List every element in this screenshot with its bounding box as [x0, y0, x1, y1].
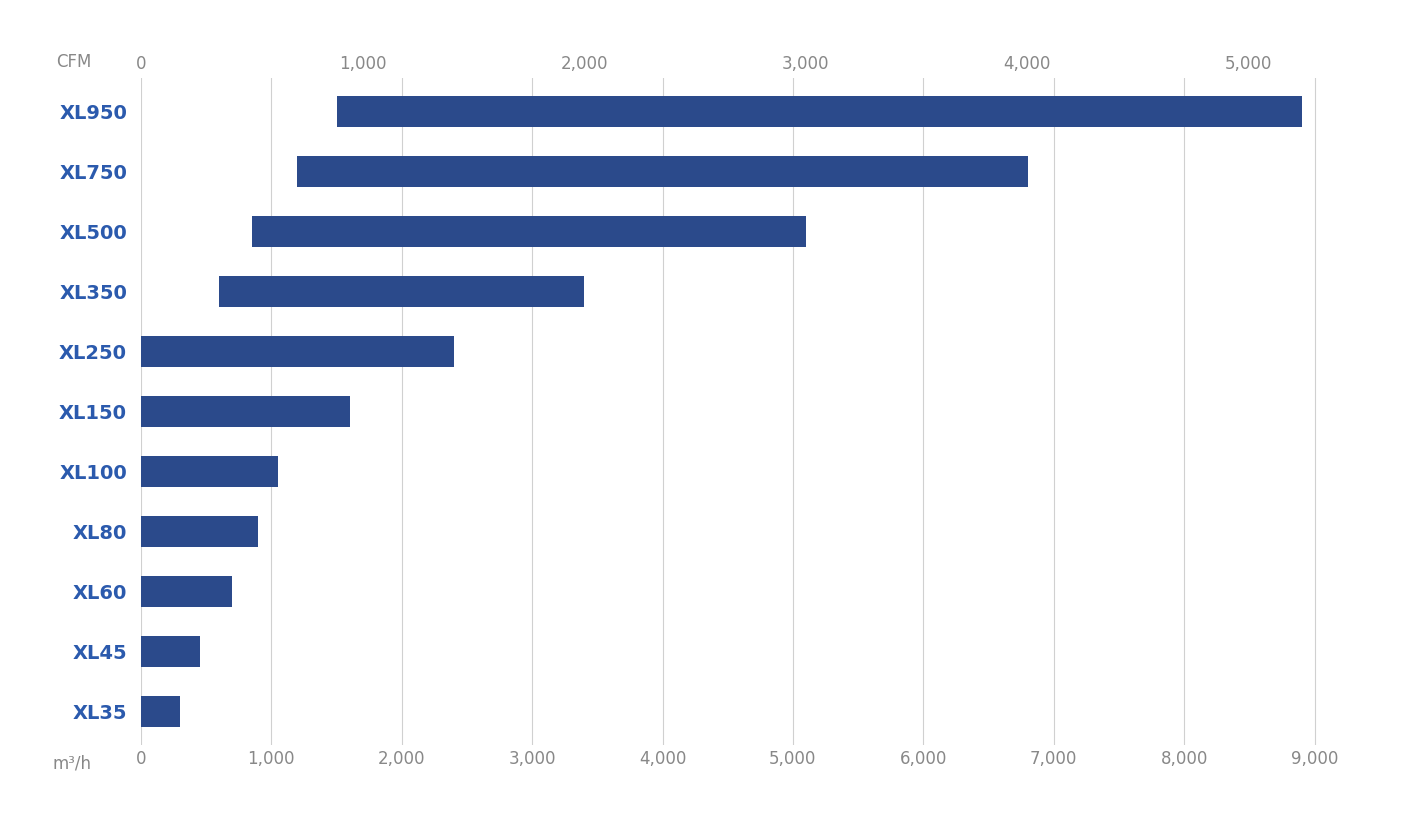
Bar — [141, 576, 232, 607]
Bar — [141, 516, 258, 547]
Text: CFM: CFM — [56, 53, 92, 71]
Bar — [220, 276, 585, 307]
Bar — [297, 156, 1027, 187]
Bar — [252, 216, 806, 247]
Text: m³/h: m³/h — [52, 755, 92, 773]
Bar — [141, 636, 200, 667]
Bar — [141, 456, 278, 487]
Bar — [141, 696, 180, 728]
Bar — [141, 396, 349, 427]
Bar — [337, 95, 1302, 127]
Bar — [141, 336, 454, 367]
